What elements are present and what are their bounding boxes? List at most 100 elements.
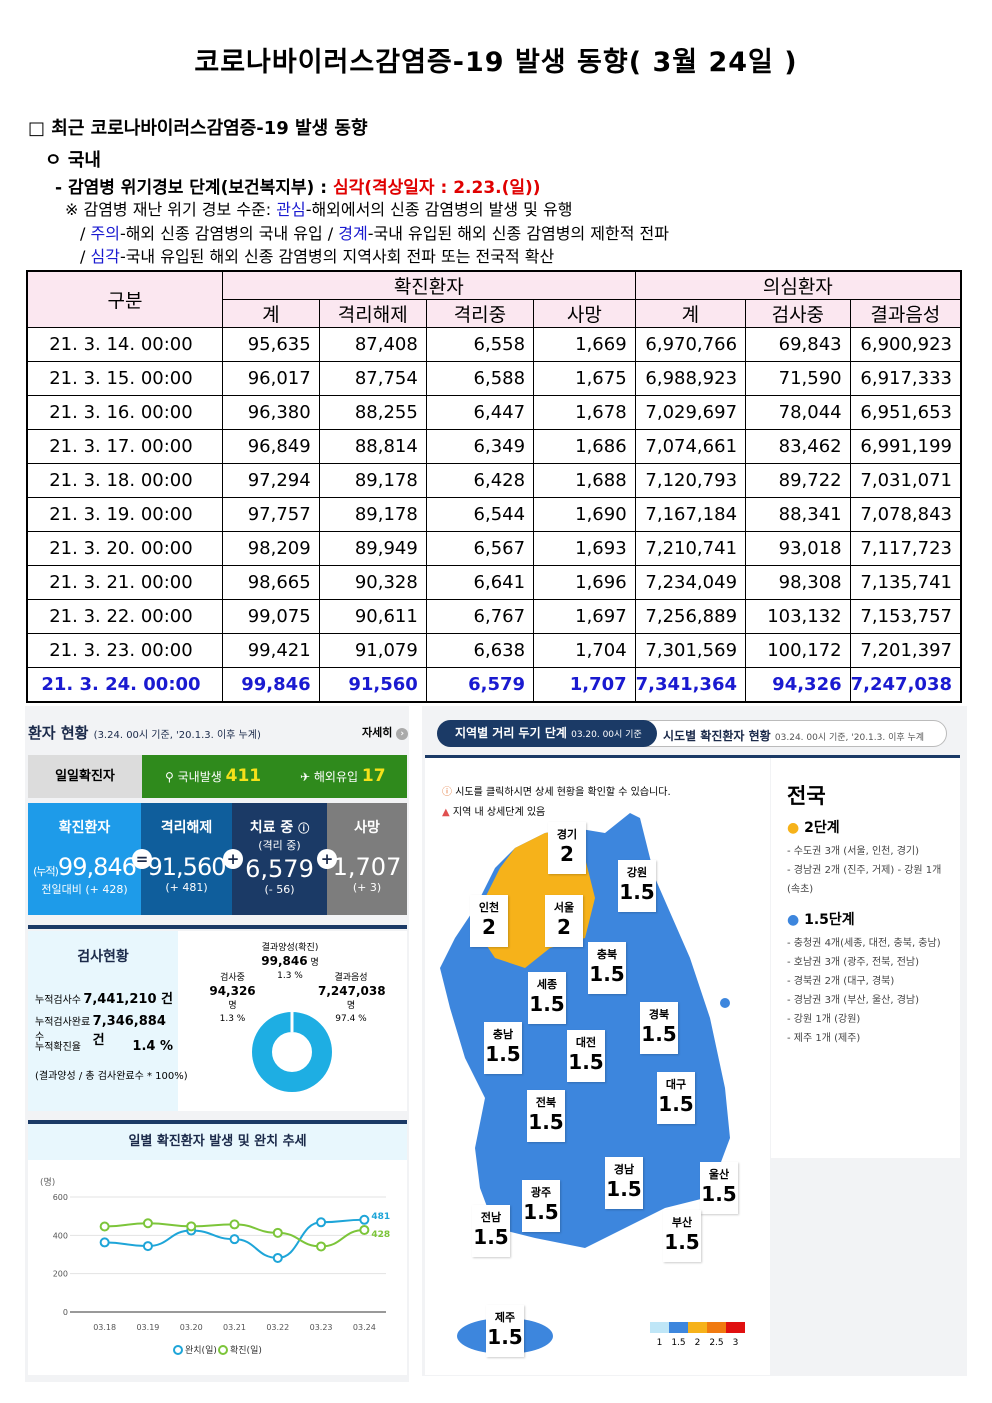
tab-distancing[interactable]: 지역별 거리 두기 단계 03.20. 00시 기준: [437, 720, 657, 747]
table-cell: 100,172: [745, 633, 851, 668]
subheader: 계: [221, 299, 320, 328]
x-tick-label: 03.21: [223, 1323, 246, 1332]
level2-heading: ● 2단계: [787, 820, 840, 836]
map-info: ⓘ 시도를 클릭하시면 상세 현황을 확인할 수 있습니다.: [442, 787, 671, 798]
subheader: 계: [634, 299, 747, 328]
region-8[interactable]: 대전 1.5: [567, 1030, 605, 1082]
table-cell: 21. 3. 18. 00:00: [26, 463, 223, 498]
table-cell: 7,153,757: [849, 599, 962, 634]
map-warn: ▲ 지역 내 상세단계 있음: [442, 807, 546, 818]
region-15[interactable]: 부산 1.5: [663, 1210, 701, 1262]
level-item: - 경남권 3개 (부산, 울산, 경남): [787, 995, 920, 1006]
data-point: [272, 1227, 283, 1238]
table-cell: 96,849: [221, 429, 320, 464]
x-tick-label: 03.19: [136, 1323, 159, 1332]
tab-confirmed[interactable]: 시도별 확진환자 현황 03.24. 00시 기준, '20.1.3. 이후 누…: [663, 729, 925, 743]
nation-title: 전국: [787, 784, 826, 808]
table-cell: 7,120,793: [634, 463, 747, 498]
scale-step: 2.5: [707, 1322, 726, 1348]
region-14[interactable]: 전남 1.5: [472, 1205, 510, 1257]
scale-step: 1: [650, 1322, 669, 1348]
region-6[interactable]: 경북 1.5: [640, 1002, 678, 1054]
table-cell: 95,635: [221, 327, 320, 362]
table-cell: 7,029,697: [634, 395, 747, 430]
table-cell: 7,256,889: [634, 599, 747, 634]
table-cell: 21. 3. 15. 00:00: [26, 361, 223, 396]
table-row: 21. 3. 15. 00:00 96,017 87,754 6,588 1,675 6,…: [26, 361, 962, 396]
region-10[interactable]: 전북 1.5: [527, 1090, 565, 1142]
table-cell: 90,328: [318, 565, 427, 600]
data-point: [316, 1241, 327, 1252]
table-cell: 7,031,071: [849, 463, 962, 498]
region-16[interactable]: 제주 1.5: [486, 1305, 524, 1357]
table-row: 21. 3. 24. 00:00 99,846 91,560 6,579 1,707 7,…: [26, 667, 962, 702]
test-row: 누적확진율 1.4 %: [35, 1039, 173, 1054]
table-cell: 21. 3. 20. 00:00: [26, 531, 223, 566]
region-13[interactable]: 광주 1.5: [522, 1180, 560, 1232]
table-cell: 6,951,653: [849, 395, 962, 430]
legend-label: 완치(일): [185, 1344, 217, 1356]
legend-label: 확진(일): [230, 1344, 262, 1356]
table-cell: 99,421: [221, 633, 320, 668]
table-cell: 21. 3. 24. 00:00: [26, 667, 223, 702]
help-icon: ⓘ: [298, 822, 310, 835]
subheader: 사망: [533, 299, 636, 328]
table-cell: 99,846: [221, 667, 320, 702]
table-cell: 87,408: [318, 327, 427, 362]
region-7[interactable]: 충남 1.5: [484, 1022, 522, 1074]
table-cell: 1,707: [533, 667, 636, 702]
y-tick-label: 400: [53, 1231, 68, 1240]
region-9[interactable]: 대구 1.5: [657, 1072, 695, 1124]
region-1[interactable]: 인천 2: [470, 895, 508, 947]
testing-label: 검사중 94,326 명 1.3 %: [209, 973, 256, 1024]
table-cell: 69,843: [745, 327, 851, 362]
table-cell: 96,380: [221, 395, 320, 430]
table-cell: 7,074,661: [634, 429, 747, 464]
region-3[interactable]: 강원 1.5: [618, 860, 656, 912]
table-cell: 21. 3. 17. 00:00: [26, 429, 223, 464]
alert-line: - 감염병 위기경보 단계(보건복지부) : 심각(격상일자 : 2.23.(일…: [55, 173, 541, 198]
table-cell: 6,544: [425, 497, 535, 532]
table-cell: 6,970,766: [634, 327, 747, 362]
note-line-1: ※ 감염병 재난 위기 경보 수준: 관심-해외에서의 신종 감염병의 발생 및…: [65, 200, 573, 219]
region-12[interactable]: 울산 1.5: [700, 1162, 738, 1214]
subheader: 검사중: [745, 299, 851, 328]
location-pin-icon: ⚲: [165, 770, 174, 784]
table-cell: 7,135,741: [849, 565, 962, 600]
table-cell: 6,917,333: [849, 361, 962, 396]
map-ulleungdo: [720, 998, 730, 1008]
header-suspected: 의심환자: [634, 270, 962, 300]
table-row: 21. 3. 22. 00:00 99,075 90,611 6,767 1,697 7,…: [26, 599, 962, 634]
region-4[interactable]: 충북 1.5: [588, 942, 626, 994]
table-cell: 7,301,569: [634, 633, 747, 668]
header-confirmed: 확진환자: [221, 270, 636, 300]
table-cell: 7,234,049: [634, 565, 747, 600]
chevron-right-icon: ›: [396, 728, 409, 740]
region-2[interactable]: 서울 2: [545, 895, 583, 947]
table-row: 21. 3. 17. 00:00 96,849 88,814 6,349 1,686 7,…: [26, 429, 962, 464]
table-cell: 1,678: [533, 395, 636, 430]
released-card: 격리해제 91,560 (+ 481): [141, 803, 232, 915]
tests-box: [28, 931, 178, 1111]
region-5[interactable]: 세종 1.5: [528, 972, 566, 1024]
tests-title: 검사현황: [77, 949, 129, 965]
header-division: 구분: [26, 270, 223, 328]
table-cell: 1,669: [533, 327, 636, 362]
subheader: 결과음성: [849, 299, 962, 328]
more-link[interactable]: 자세히 ›: [362, 724, 409, 740]
region-0[interactable]: 경기 2: [548, 822, 586, 874]
daily-box: [142, 755, 407, 798]
death-card: 사망 1,707 (+ 3): [327, 803, 407, 915]
alert-label: - 감염병 위기경보 단계(보건복지부) :: [55, 178, 333, 198]
table-cell: 87,754: [318, 361, 427, 396]
table-cell: 88,341: [745, 497, 851, 532]
tests-donut: [252, 1012, 332, 1092]
region-11[interactable]: 경남 1.5: [605, 1157, 643, 1209]
divider: [28, 925, 407, 929]
table-cell: 7,167,184: [634, 497, 747, 532]
table-cell: 7,117,723: [849, 531, 962, 566]
data-point: [229, 1234, 240, 1245]
end-label: 428: [371, 1230, 390, 1240]
confirmed-card: 확진환자 (누적)99,846 전일대비 (+ 428): [28, 803, 141, 915]
table-cell: 6,567: [425, 531, 535, 566]
